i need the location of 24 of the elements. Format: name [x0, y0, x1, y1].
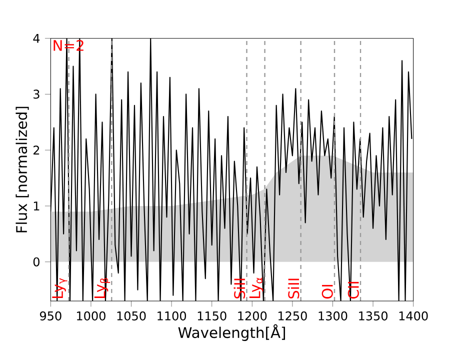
- x-tick-label: 1250: [278, 311, 307, 320]
- x-tick-label: 950: [40, 311, 62, 320]
- x-tick-label: 1050: [117, 311, 146, 320]
- ref-line-label: SiII: [288, 278, 300, 298]
- x-tick-label: 1000: [77, 311, 106, 320]
- ref-line-label: SiII: [234, 278, 246, 298]
- y-axis-title: Flux [normalized]: [16, 106, 29, 232]
- ref-line-label: OI: [322, 284, 333, 299]
- x-tick-label: 1350: [359, 311, 388, 320]
- y-tick-label: 4: [33, 34, 40, 43]
- y-tick-label: 0: [33, 257, 40, 266]
- ref-line-label: CII: [348, 282, 359, 299]
- x-tick-label: 1300: [318, 311, 348, 320]
- x-tick-label: 1100: [158, 311, 186, 320]
- y-tick-label: 3: [34, 90, 40, 99]
- x-axis-title: Wavelength[Å]: [178, 324, 285, 341]
- x-tick-label: 1400: [399, 311, 428, 320]
- x-tick-label: 1200: [238, 311, 267, 320]
- ref-line-label: Ly$_{α}$: [249, 278, 264, 298]
- ref-line-label: Ly$_{γ}$: [52, 278, 68, 298]
- x-tick-label: 1150: [198, 311, 226, 320]
- y-tick-label: 2: [34, 146, 40, 155]
- y-tick-label: 1: [34, 202, 40, 210]
- ref-line-label: Ly$_{β}$: [94, 278, 110, 298]
